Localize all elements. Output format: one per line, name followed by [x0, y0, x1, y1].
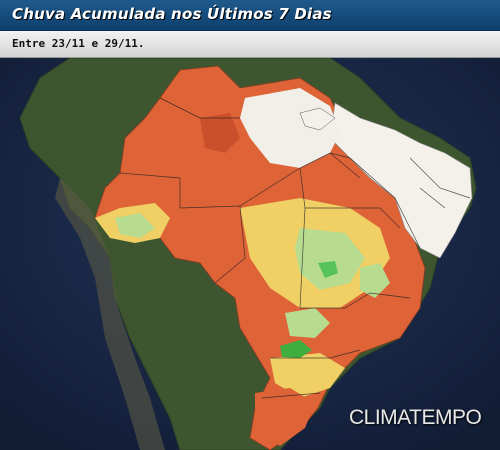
rain-100mm-center — [318, 261, 338, 278]
rain-150mm-south — [280, 340, 312, 358]
climatempo-logo: CLIMATEMPO — [349, 406, 482, 429]
amazon-mouth — [299, 107, 336, 131]
page-title: Chuva Acumulada nos Últimos 7 Dias — [12, 5, 332, 23]
state-borders — [119, 97, 471, 399]
rain-70mm-west — [115, 213, 155, 238]
rain-2mm-northeast — [329, 102, 473, 259]
rain-70mm-south — [285, 308, 330, 338]
andes — [55, 178, 165, 450]
date-range: Entre 23/11 e 29/11. — [12, 37, 145, 50]
rain-50mm-south — [270, 353, 345, 398]
rain-70mm-east — [360, 263, 390, 298]
rain-10mm-north — [200, 113, 240, 153]
subtitle-bar: Entre 23/11 e 29/11. 210305070100150200(… — [0, 31, 500, 86]
rain-30mm-south-brazil — [255, 388, 315, 446]
rain-2mm-amazon — [240, 88, 340, 168]
rain-70mm-center — [295, 228, 365, 290]
title-bar: Chuva Acumulada nos Últimos 7 Dias — [0, 0, 500, 31]
rainfall-map — [0, 58, 500, 450]
